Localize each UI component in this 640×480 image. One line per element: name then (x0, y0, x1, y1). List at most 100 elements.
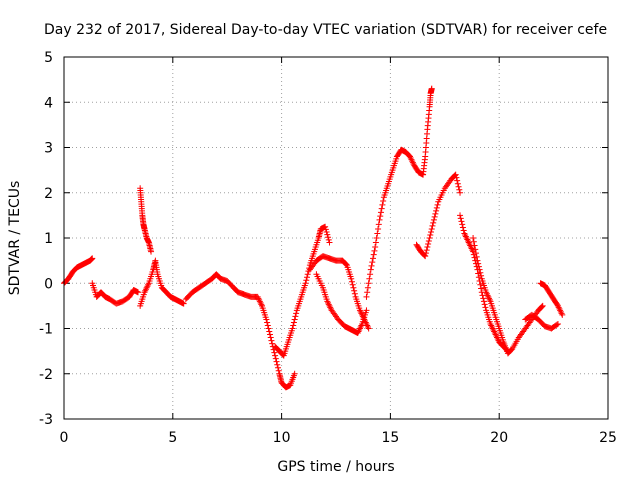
y-tick-label: 1 (44, 231, 53, 247)
data-point (478, 285, 485, 292)
x-tick-label: 25 (599, 430, 617, 446)
data-point (368, 262, 375, 269)
series-segment-1 (61, 255, 96, 287)
data-point (377, 213, 384, 220)
data-point (363, 293, 370, 300)
data-point (553, 321, 560, 328)
data-point (272, 352, 279, 359)
series-segment-7 (272, 223, 333, 359)
data-point (378, 205, 385, 212)
series-segment-3 (137, 185, 155, 255)
y-tick-label: -2 (39, 367, 53, 383)
data-point (425, 238, 432, 245)
data-point (273, 358, 280, 365)
data-point (274, 361, 281, 368)
data-point (364, 284, 371, 291)
data-point (265, 325, 272, 332)
chart-title: Day 232 of 2017, Sidereal Day-to-day VTE… (44, 22, 607, 38)
y-tick-label: 5 (44, 50, 53, 66)
data-point (428, 85, 435, 92)
y-tick-label: 2 (44, 186, 53, 202)
data-point (348, 275, 355, 282)
data-point (267, 334, 274, 341)
data-point (454, 180, 461, 187)
data-point (366, 275, 373, 282)
series-segment-2 (89, 280, 141, 307)
data-point (269, 340, 276, 347)
data-point (457, 215, 464, 222)
data-point (459, 224, 466, 231)
data-point (474, 257, 481, 264)
grid (64, 57, 608, 419)
data-point (452, 171, 459, 178)
data-point (472, 250, 479, 257)
data-point (422, 253, 429, 260)
data-point (377, 209, 384, 216)
data-point (538, 303, 545, 310)
data-point (322, 223, 329, 230)
series-segment-11 (420, 85, 435, 178)
plot-frame (63, 56, 609, 420)
data-point (264, 319, 271, 326)
data-point (482, 304, 489, 311)
data-marks (61, 85, 566, 391)
series-segment-6 (259, 302, 298, 391)
data-point (456, 186, 463, 193)
data-point (89, 255, 96, 262)
data-point (453, 174, 460, 181)
data-point (477, 269, 484, 276)
y-tick-label: 3 (44, 141, 53, 157)
data-point (433, 207, 440, 214)
data-point (375, 225, 382, 232)
data-point (427, 231, 434, 238)
data-point (380, 198, 387, 205)
data-point (266, 328, 273, 335)
data-point (365, 325, 372, 332)
data-point (367, 271, 374, 278)
data-point (325, 234, 332, 241)
series-segment-5 (182, 271, 266, 309)
data-point (289, 325, 296, 332)
data-point (475, 263, 482, 270)
x-tick-label: 5 (168, 430, 177, 446)
data-point (460, 227, 467, 234)
data-point (365, 280, 372, 287)
data-point (457, 189, 464, 196)
data-point (351, 287, 358, 294)
data-point (263, 316, 270, 323)
data-point (554, 301, 561, 308)
data-point (379, 201, 386, 208)
data-point (369, 255, 376, 262)
data-point (293, 310, 300, 317)
data-point (428, 228, 435, 235)
data-point (454, 177, 461, 184)
data-point (290, 319, 297, 326)
data-point (376, 216, 383, 223)
data-point (369, 259, 376, 266)
data-point (326, 239, 333, 246)
data-point (471, 242, 478, 249)
data-point (364, 289, 371, 296)
data-point (348, 278, 355, 285)
x-axis-label: GPS time / hours (277, 459, 394, 475)
data-point (148, 248, 155, 255)
data-point (475, 260, 482, 267)
x-tick-label: 20 (490, 430, 508, 446)
data-point (302, 280, 309, 287)
data-point (472, 246, 479, 253)
data-point (424, 244, 431, 251)
y-axis-label: SDTVAR / TECUs (7, 181, 23, 296)
y-tick-label: 0 (44, 276, 53, 292)
data-point (455, 183, 462, 190)
data-point (304, 271, 311, 278)
data-point (434, 201, 441, 208)
y-tick-label: -3 (39, 412, 53, 428)
series-segment-16 (537, 280, 566, 318)
data-point (457, 212, 464, 219)
data-point (271, 349, 278, 356)
data-point (274, 364, 281, 371)
data-point (430, 216, 437, 223)
x-tick-label: 10 (273, 430, 291, 446)
data-point (433, 204, 440, 211)
data-point (559, 311, 566, 318)
